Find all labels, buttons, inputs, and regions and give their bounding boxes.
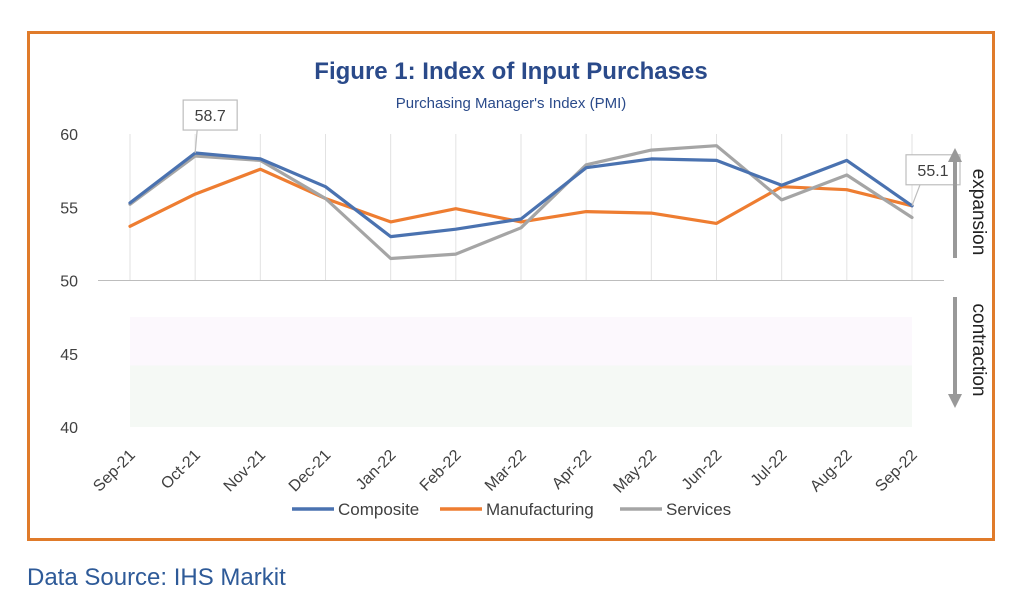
chart-title: Figure 1: Index of Input Purchases [314,58,708,85]
y-tick-label: 40 [60,420,78,437]
contraction-band-upper [130,317,912,366]
x-tick-label: Sep-21 [90,447,139,496]
x-tick-label: Dec-21 [286,447,335,496]
y-tick-label: 55 [60,200,78,217]
data-label: 55.1 [917,163,948,180]
y-tick-label: 45 [60,347,78,364]
data-callout-pointer [194,129,198,154]
x-tick-label: Mar-22 [482,447,530,495]
data-callout-pointer [911,184,921,206]
contraction-arrow-head [948,394,962,408]
y-tick-label: 60 [60,127,78,144]
contraction-label: contraction [968,304,989,397]
data-source: Data Source: IHS Markit [27,564,286,591]
series-line-composite [128,151,914,239]
x-tick-label: Apr-22 [549,447,595,493]
expansion-label: expansion [968,169,989,256]
legend-label: Services [666,500,731,519]
chart-subtitle: Purchasing Manager's Index (PMI) [395,95,627,112]
data-callout-box [182,99,238,131]
expansion-arrow-head [948,148,962,162]
y-tick-label: 50 [60,274,78,291]
x-tick-label: Sep-22 [872,447,921,496]
contraction-band-lower [130,365,912,427]
x-tick-label: Jun-22 [679,447,726,494]
legend-label: Composite [338,500,419,519]
x-tick-label: May-22 [610,447,660,497]
x-tick-label: Aug-22 [807,447,856,496]
x-tick-label: Oct-21 [158,447,204,493]
x-tick-label: Jul-22 [748,447,791,490]
legend-label: Manufacturing [486,500,594,519]
x-tick-label: Jan-22 [353,447,400,494]
data-label: 58.7 [195,108,226,125]
x-tick-label: Nov-21 [221,447,270,496]
x-tick-label: Feb-22 [417,447,465,495]
